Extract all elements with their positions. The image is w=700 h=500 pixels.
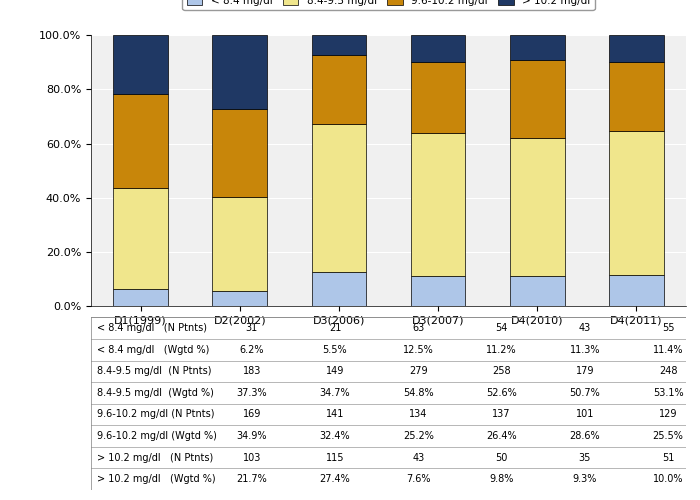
Bar xyxy=(411,276,466,306)
Text: 35: 35 xyxy=(579,452,591,462)
Text: 54: 54 xyxy=(496,323,508,333)
Bar xyxy=(609,276,664,306)
Bar xyxy=(113,290,168,306)
Text: 9.6-10.2 mg/dl (Wgtd %): 9.6-10.2 mg/dl (Wgtd %) xyxy=(97,431,217,441)
Text: 31: 31 xyxy=(246,323,258,333)
Text: 25.2%: 25.2% xyxy=(402,431,434,441)
Text: 21: 21 xyxy=(329,323,341,333)
Text: 34.7%: 34.7% xyxy=(320,388,350,398)
Text: 26.4%: 26.4% xyxy=(486,431,517,441)
Text: 258: 258 xyxy=(492,366,511,376)
Bar xyxy=(411,133,466,276)
Bar xyxy=(213,197,267,292)
Bar xyxy=(312,124,366,272)
Bar xyxy=(510,36,564,60)
Text: 28.6%: 28.6% xyxy=(570,431,600,441)
Text: 34.9%: 34.9% xyxy=(237,431,267,441)
Text: 10.0%: 10.0% xyxy=(653,474,683,484)
Text: 169: 169 xyxy=(242,410,261,420)
Legend: < 8.4 mg/dl, 8.4-9.5 mg/dl, 9.6-10.2 mg/dl, > 10.2 mg/dl: < 8.4 mg/dl, 8.4-9.5 mg/dl, 9.6-10.2 mg/… xyxy=(183,0,594,10)
Text: 115: 115 xyxy=(326,452,344,462)
Text: 6.2%: 6.2% xyxy=(239,344,264,354)
Text: > 10.2 mg/dl   (Wgtd %): > 10.2 mg/dl (Wgtd %) xyxy=(97,474,216,484)
Text: 7.6%: 7.6% xyxy=(406,474,430,484)
Bar xyxy=(609,62,664,132)
Text: 8.4-9.5 mg/dl  (Wgtd %): 8.4-9.5 mg/dl (Wgtd %) xyxy=(97,388,214,398)
Bar xyxy=(609,132,664,276)
Text: 179: 179 xyxy=(575,366,594,376)
Text: 279: 279 xyxy=(409,366,428,376)
Text: 52.6%: 52.6% xyxy=(486,388,517,398)
Bar xyxy=(312,34,366,56)
Text: 32.4%: 32.4% xyxy=(320,431,350,441)
Text: 9.3%: 9.3% xyxy=(573,474,597,484)
Text: 43: 43 xyxy=(412,452,424,462)
Text: 248: 248 xyxy=(659,366,678,376)
Text: 55: 55 xyxy=(662,323,674,333)
Text: 9.6-10.2 mg/dl (N Ptnts): 9.6-10.2 mg/dl (N Ptnts) xyxy=(97,410,214,420)
Text: 54.8%: 54.8% xyxy=(403,388,433,398)
Text: 63: 63 xyxy=(412,323,424,333)
Bar xyxy=(411,62,466,133)
Text: 11.3%: 11.3% xyxy=(570,344,600,354)
Bar xyxy=(312,56,366,124)
Text: < 8.4 mg/dl   (N Ptnts): < 8.4 mg/dl (N Ptnts) xyxy=(97,323,207,333)
Text: 27.4%: 27.4% xyxy=(320,474,350,484)
Bar xyxy=(411,35,466,62)
Text: 11.2%: 11.2% xyxy=(486,344,517,354)
Text: < 8.4 mg/dl   (Wgtd %): < 8.4 mg/dl (Wgtd %) xyxy=(97,344,209,354)
Text: 50: 50 xyxy=(496,452,508,462)
Text: > 10.2 mg/dl   (N Ptnts): > 10.2 mg/dl (N Ptnts) xyxy=(97,452,214,462)
Text: 9.8%: 9.8% xyxy=(489,474,514,484)
Text: 43: 43 xyxy=(579,323,591,333)
Bar xyxy=(113,94,168,188)
Bar xyxy=(113,188,168,290)
Text: 141: 141 xyxy=(326,410,344,420)
Text: 12.5%: 12.5% xyxy=(403,344,433,354)
Bar xyxy=(213,35,267,110)
Bar xyxy=(510,276,564,306)
Text: 53.1%: 53.1% xyxy=(653,388,683,398)
Text: 149: 149 xyxy=(326,366,344,376)
Text: 129: 129 xyxy=(659,410,678,420)
Text: 51: 51 xyxy=(662,452,674,462)
Text: 103: 103 xyxy=(242,452,261,462)
Text: 134: 134 xyxy=(409,410,428,420)
Text: 11.4%: 11.4% xyxy=(653,344,683,354)
Text: 37.3%: 37.3% xyxy=(237,388,267,398)
Text: 183: 183 xyxy=(242,366,261,376)
Bar xyxy=(609,35,664,62)
Text: 5.5%: 5.5% xyxy=(323,344,347,354)
Bar xyxy=(510,138,564,276)
Text: 101: 101 xyxy=(575,410,594,420)
Bar xyxy=(213,292,267,306)
Text: 25.5%: 25.5% xyxy=(652,431,684,441)
Bar xyxy=(113,34,168,94)
Text: 21.7%: 21.7% xyxy=(237,474,267,484)
Bar xyxy=(213,110,267,197)
Text: 137: 137 xyxy=(492,410,511,420)
Text: 50.7%: 50.7% xyxy=(570,388,600,398)
Bar xyxy=(510,60,564,138)
Text: 8.4-9.5 mg/dl  (N Ptnts): 8.4-9.5 mg/dl (N Ptnts) xyxy=(97,366,211,376)
Bar xyxy=(312,272,366,306)
